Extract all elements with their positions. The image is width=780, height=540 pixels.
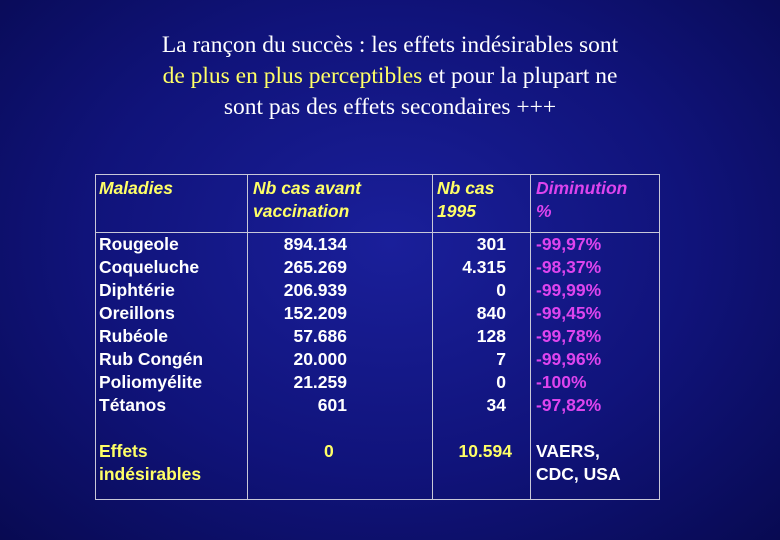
title-highlight: de plus en plus perceptibles bbox=[162, 63, 423, 89]
header-avant: Nb cas avant vaccination bbox=[253, 177, 361, 223]
header-maladies-line: Maladies bbox=[99, 178, 173, 198]
cases-before: 57.686 bbox=[293, 326, 347, 346]
header-avant-line-2: vaccination bbox=[253, 201, 350, 221]
reduction-percent: -99,99% bbox=[536, 280, 602, 300]
cases-1995: 34 bbox=[486, 395, 506, 415]
disease-name: Rougeole bbox=[99, 234, 179, 254]
cases-1995: 7 bbox=[496, 349, 506, 369]
cases-before: 152.209 bbox=[283, 303, 347, 323]
effets-source-line-1: VAERS, bbox=[536, 441, 600, 461]
cases-1995: 0 bbox=[496, 372, 506, 392]
cases-before: 21.259 bbox=[293, 372, 347, 392]
cases-1995: 840 bbox=[476, 303, 506, 323]
column-1995: 301 4.315 0 840 128 7 0 34 bbox=[432, 233, 506, 417]
column-divider bbox=[432, 175, 433, 499]
disease-name: Rubéole bbox=[99, 326, 169, 346]
header-1995-line-2: 1995 bbox=[437, 201, 476, 221]
column-avant: 894.134 265.269 206.939 152.209 57.686 2… bbox=[247, 233, 347, 417]
cases-before: 265.269 bbox=[283, 257, 347, 277]
disease-name: Coqueluche bbox=[99, 257, 200, 277]
header-maladies: Maladies bbox=[99, 177, 173, 200]
reduction-percent: -99,78% bbox=[536, 326, 602, 346]
title-line-3: sont pas des effets secondaires +++ bbox=[223, 94, 557, 120]
effets-avant: 0 bbox=[324, 440, 334, 463]
header-diminution-line-1: Diminution bbox=[536, 178, 628, 198]
disease-name: Rub Congén bbox=[99, 349, 204, 369]
effets-source: VAERS, CDC, USA bbox=[536, 440, 621, 486]
effets-label-line-2: indésirables bbox=[99, 464, 202, 484]
vaccination-table: Maladies Nb cas avant vaccination Nb cas… bbox=[95, 174, 660, 500]
title-line-2-rest: et pour la plupart ne bbox=[422, 63, 618, 89]
reduction-percent: -99,96% bbox=[536, 349, 602, 369]
cases-1995: 4.315 bbox=[462, 257, 506, 277]
reduction-percent: -98,37% bbox=[536, 257, 602, 277]
header-divider bbox=[96, 232, 659, 233]
effets-1995-value: 10.594 bbox=[458, 441, 512, 461]
effets-1995: 10.594 bbox=[432, 440, 512, 463]
header-1995-line-1: Nb cas bbox=[437, 178, 495, 198]
effets-label-line-1: Effets bbox=[99, 441, 148, 461]
slide-title: La rançon du succès : les effets indésir… bbox=[0, 30, 780, 123]
column-divider bbox=[530, 175, 531, 499]
title-line-1: La rançon du succès : les effets indésir… bbox=[161, 32, 619, 58]
effets-avant-value: 0 bbox=[324, 441, 334, 461]
header-diminution: Diminution % bbox=[536, 177, 627, 223]
column-divider bbox=[247, 175, 248, 499]
cases-1995: 0 bbox=[496, 280, 506, 300]
disease-name: Diphtérie bbox=[99, 280, 175, 300]
header-diminution-line-2: % bbox=[536, 201, 552, 221]
column-maladies: Rougeole Coqueluche Diphtérie Oreillons … bbox=[99, 233, 203, 417]
column-diminution: -99,97% -98,37% -99,99% -99,45% -99,78% … bbox=[536, 233, 601, 417]
disease-name: Tétanos bbox=[99, 395, 167, 415]
disease-name: Poliomyélite bbox=[99, 372, 203, 392]
header-avant-line-1: Nb cas avant bbox=[253, 178, 361, 198]
title-line-2: de plus en plus perceptibles et pour la … bbox=[0, 61, 780, 92]
header-1995: Nb cas 1995 bbox=[437, 177, 494, 223]
cases-1995: 301 bbox=[476, 234, 506, 254]
effets-label: Effets indésirables bbox=[99, 440, 201, 486]
reduction-percent: -100% bbox=[536, 372, 587, 392]
cases-before: 601 bbox=[317, 395, 347, 415]
reduction-percent: -97,82% bbox=[536, 395, 602, 415]
reduction-percent: -99,45% bbox=[536, 303, 602, 323]
cases-before: 894.134 bbox=[283, 234, 347, 254]
cases-before: 206.939 bbox=[283, 280, 347, 300]
cases-1995: 128 bbox=[476, 326, 506, 346]
disease-name: Oreillons bbox=[99, 303, 175, 323]
cases-before: 20.000 bbox=[293, 349, 347, 369]
reduction-percent: -99,97% bbox=[536, 234, 602, 254]
effets-source-line-2: CDC, USA bbox=[536, 464, 621, 484]
